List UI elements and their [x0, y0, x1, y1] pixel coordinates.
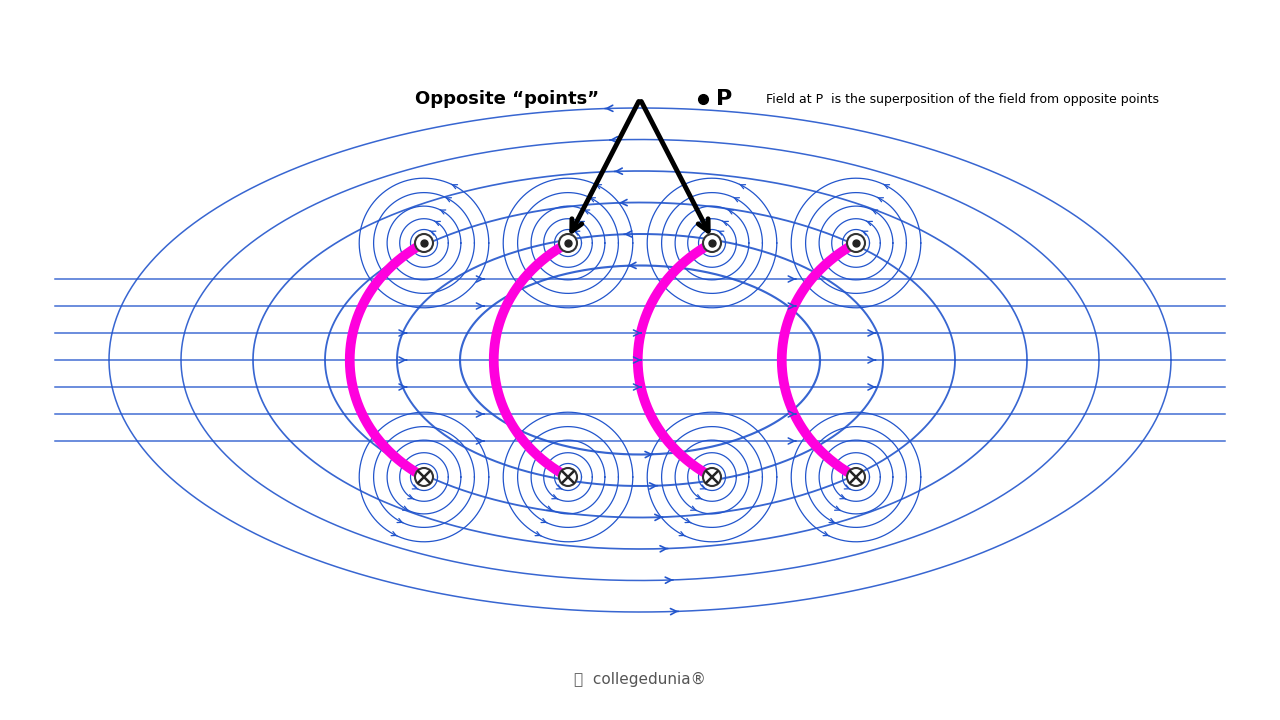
Circle shape — [703, 468, 721, 486]
Circle shape — [559, 234, 577, 252]
Circle shape — [847, 234, 865, 252]
Circle shape — [415, 234, 433, 252]
Circle shape — [415, 468, 433, 486]
Text: Field at P  is the superposition of the field from opposite points: Field at P is the superposition of the f… — [765, 92, 1158, 106]
Text: Opposite “points”: Opposite “points” — [415, 90, 599, 108]
Circle shape — [559, 468, 577, 486]
Text: P: P — [717, 89, 732, 109]
Circle shape — [847, 468, 865, 486]
Circle shape — [703, 234, 721, 252]
Text: 🧑  collegedunia®: 🧑 collegedunia® — [573, 672, 707, 687]
